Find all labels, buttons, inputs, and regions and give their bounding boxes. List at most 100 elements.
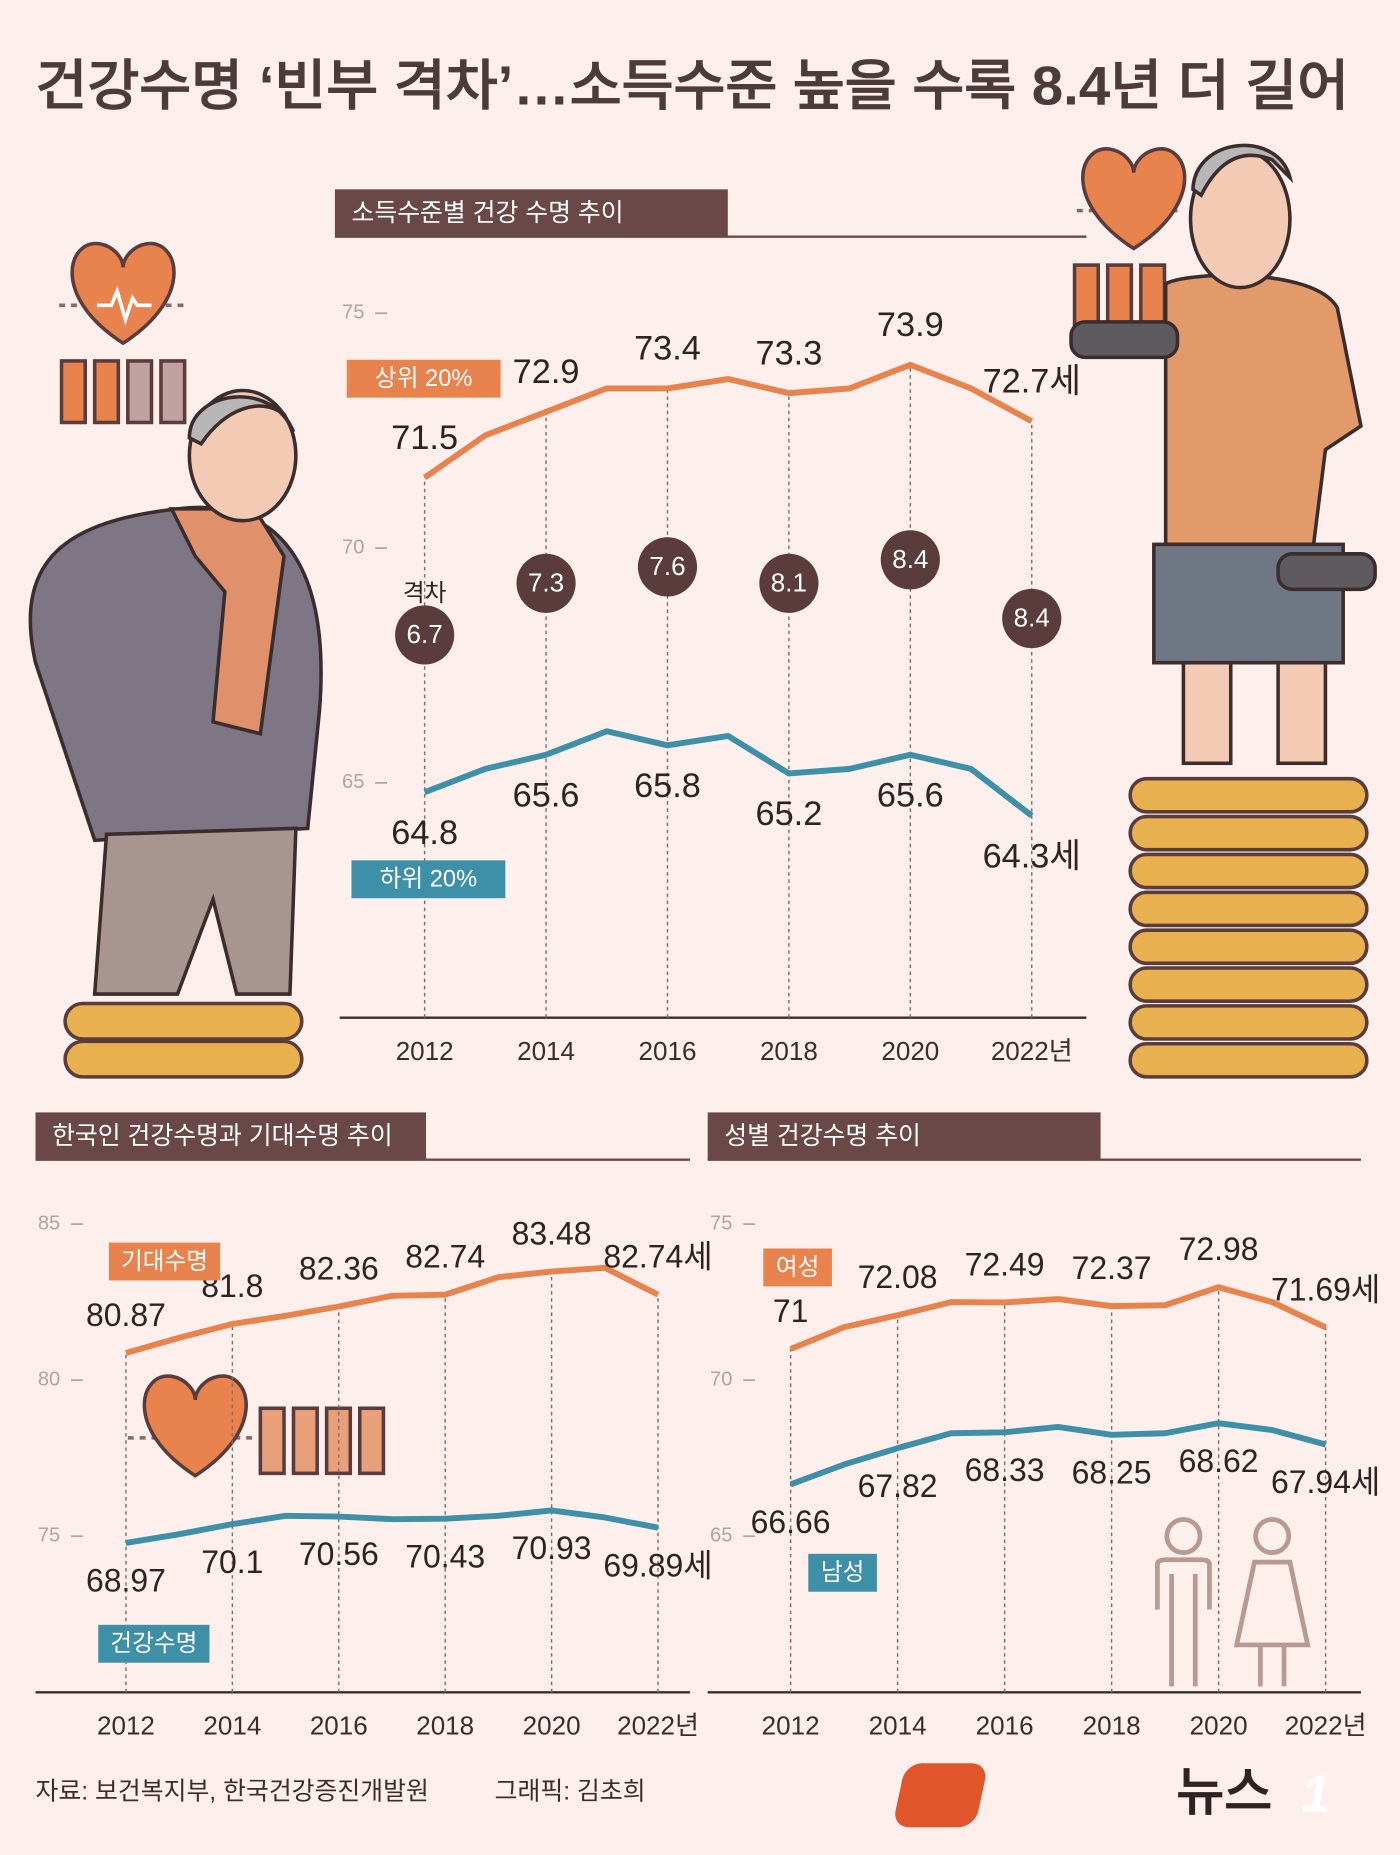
difference-label: 7.3 [528,567,564,597]
legend-tag [763,1248,832,1287]
data-label: 68.62 [1179,1443,1259,1479]
y-tick-label: 70 [710,1368,732,1390]
logo-text: 뉴스 [1176,1764,1272,1822]
y-tick-label: 85 [38,1212,60,1234]
data-label: 71 [773,1293,809,1329]
data-label: 65.6 [877,776,944,814]
legend-tag [808,1553,877,1592]
source-note: 자료: 보건복지부, 한국건강증진개발원 [36,1777,429,1805]
difference-badge [759,553,819,613]
x-tick-label: 2014 [517,1036,575,1066]
data-label: 69.89세 [603,1547,712,1583]
x-tick-label: 2016 [310,1711,368,1741]
data-label: 73.4 [634,330,701,368]
legend-label: 여성 [776,1254,820,1281]
data-label: 73.9 [877,306,944,344]
data-label: 68.97 [86,1563,166,1599]
chart-title: 성별 건강수명 추이 [724,1122,921,1150]
legend-tag [346,359,501,398]
series-line [789,1284,1327,1352]
difference-badge [1002,588,1062,649]
y-tick-label: 75 [342,302,364,324]
x-tick-label: 2012 [97,1711,155,1741]
difference-label: 8.4 [892,544,928,574]
legend-tag [108,1242,221,1281]
data-label: 73.3 [756,334,823,372]
difference-label: 7.6 [649,551,685,581]
x-tick-label: 2020 [523,1711,581,1741]
x-tick-label: 2020 [881,1036,939,1066]
legend-label: 기대수명 [121,1248,208,1275]
illustration-left [28,241,323,1079]
data-label: 67.82 [858,1468,938,1504]
data-label: 72.37 [1072,1250,1152,1286]
legend-tag [351,860,506,899]
y-tick-label: 75 [38,1525,60,1547]
y-tick-label: 65 [342,771,364,793]
data-label: 82.74세 [603,1239,712,1275]
data-label: 67.94세 [1271,1464,1380,1500]
data-label: 64.8 [391,814,458,852]
chart-title: 한국인 건강수명과 기대수명 추이 [52,1122,393,1150]
difference-label: 8.4 [1014,603,1050,633]
y-tick-label: 70 [342,536,364,558]
legend-tag [98,1624,210,1663]
logo-badge [895,1763,986,1828]
data-label: 72.49 [965,1246,1045,1282]
data-label: 65.2 [756,795,823,833]
legend-label: 하위 20% [380,866,477,893]
y-tick-label: 75 [710,1212,732,1234]
x-tick-label: 2022년 [1285,1711,1367,1741]
logo-mark: 1 [1301,1765,1330,1823]
data-label: 68.33 [965,1452,1045,1488]
data-label: 80.87 [86,1297,166,1333]
data-label: 65.8 [634,767,701,805]
x-tick-label: 2014 [869,1711,927,1741]
data-label: 64.3세 [983,837,1081,875]
credit-note: 그래픽: 김초희 [495,1777,646,1805]
series-line [125,1264,660,1356]
difference-badge [637,537,698,597]
data-label: 70.93 [512,1530,592,1566]
x-tick-label: 2018 [416,1711,474,1741]
gender-icons [1155,1517,1311,1687]
x-tick-label: 2016 [976,1711,1034,1741]
page-title: 건강수명 ‘빈부 격차’…소득수준 높을 수록 8.4년 더 길어 [36,55,1350,116]
data-label: 72.7세 [983,362,1081,400]
data-label: 72.98 [1179,1231,1259,1267]
data-label: 70.1 [201,1544,263,1580]
series-line [789,1420,1327,1488]
x-tick-label: 2016 [639,1036,697,1066]
x-tick-label: 2022년 [991,1036,1073,1066]
x-tick-label: 2020 [1190,1711,1248,1741]
x-tick-label: 2014 [203,1711,261,1741]
legend-label: 건강수명 [110,1630,197,1657]
difference-badge [395,605,455,665]
section-header-bg [334,189,728,237]
difference-title: 격차 [403,580,447,607]
data-label: 66.66 [751,1504,831,1540]
chart-title: 소득수준별 건강 수명 추이 [351,199,623,227]
series-line [125,1507,659,1546]
y-tick-label: 65 [710,1525,732,1547]
series-line [422,361,1034,481]
section-header-bg [707,1112,1101,1160]
difference-badge [880,530,940,590]
difference-label: 8.1 [771,567,807,597]
data-label: 82.36 [299,1250,379,1286]
data-label: 71.69세 [1271,1271,1380,1307]
data-label: 65.6 [513,776,580,814]
legend-label: 남성 [821,1559,865,1586]
legend-label: 상위 20% [375,365,472,392]
x-tick-label: 2018 [760,1036,818,1066]
data-label: 82.74 [405,1239,485,1275]
data-label: 83.48 [512,1215,592,1251]
difference-badge [516,553,576,613]
series-line [423,728,1034,819]
y-tick-label: 80 [38,1368,60,1390]
x-tick-label: 2022년 [617,1711,699,1741]
section-header-bg [35,1112,427,1160]
data-label: 72.08 [858,1259,938,1295]
